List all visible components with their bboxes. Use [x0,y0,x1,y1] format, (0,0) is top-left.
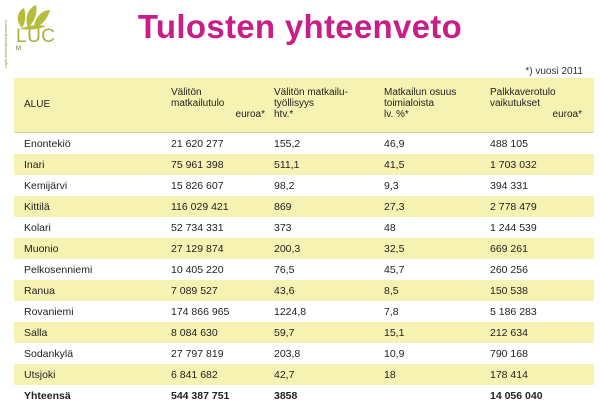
total-matkailutulo: 544 387 751 [171,389,230,402]
cell-matkailutulo: 27 129 874 [171,242,224,255]
cell-tyollisyys: 59,7 [274,326,295,339]
cell-matkailutulo: 10 405 220 [171,263,224,276]
table-body: Enontekiö 21 620 277 155,2 46,9 488 105 Inari… [14,133,594,385]
cell-alue: Kolari [24,221,51,234]
cell-tyollisyys: 42,7 [274,368,295,381]
table-row: Kolari 52 734 331 373 48 1 244 539 [14,217,594,238]
header-alue: ALUE [24,99,51,110]
cell-osuus: 15,1 [384,326,405,339]
table-row: Inari 75 961 398 511,1 41,5 1 703 032 [14,154,594,175]
logo-sub-text: M [16,46,21,52]
cell-tyollisyys: 155,2 [274,137,301,150]
cell-alue: Utsjoki [24,368,56,381]
cell-osuus: 41,5 [384,158,405,171]
table-row: Muonio 27 129 874 200,3 32,5 669 261 [14,238,594,259]
header-osuus: Matkailun osuus toimialoista lv. %* [384,87,457,120]
header-palkkaverotulo: Palkkaverotulo vaikutukset euroa* [490,87,582,120]
cell-alue: Rovaniemi [24,305,74,318]
table-row-total: Yhteensä 544 387 751 3858 14 056 040 [14,385,594,406]
cell-alue: Salla [24,326,48,339]
cell-tyollisyys: 203,8 [274,347,301,360]
cell-osuus: 7,8 [384,305,399,318]
cell-palkkaverotulo: 669 261 [490,242,528,255]
total-palkkaverotulo: 14 056 040 [490,389,543,402]
cell-palkkaverotulo: 488 105 [490,137,528,150]
cell-osuus: 8,5 [384,284,399,297]
cell-alue: Muonio [24,242,59,255]
cell-palkkaverotulo: 790 168 [490,347,528,360]
cell-tyollisyys: 76,5 [274,263,295,276]
cell-palkkaverotulo: 260 256 [490,263,528,276]
total-label: Yhteensä [24,389,71,402]
cell-tyollisyys: 869 [274,200,292,213]
table-row: Utsjoki 6 841 682 42,7 18 178 414 [14,364,594,385]
cell-palkkaverotulo: 1 703 032 [490,158,537,171]
cell-palkkaverotulo: 150 538 [490,284,528,297]
cell-osuus: 10,9 [384,347,405,360]
header-divider [14,132,594,133]
cell-tyollisyys: 511,1 [274,158,300,171]
header-matkailutulo: Välitön matkailutulo euroa* [171,87,265,120]
cell-alue: Pelkosenniemi [24,263,93,276]
cell-osuus: 27,3 [384,200,405,213]
cell-matkailutulo: 27 797 819 [171,347,224,360]
table-header: ALUE Välitön matkailutulo euroa* Välitön… [14,78,594,132]
luc-logo: Lapin korkeakoulukonserni LUC M [0,0,110,78]
table-row: Kemijärvi 15 826 607 98,2 9,3 394 331 [14,175,594,196]
table-row: Salla 8 084 630 59,7 15,1 212 634 [14,322,594,343]
table-row: Ranua 7 089 527 43,6 8,5 150 538 [14,280,594,301]
cell-osuus: 32,5 [384,242,405,255]
cell-matkailutulo: 21 620 277 [171,137,224,150]
cell-tyollisyys: 373 [274,221,292,234]
cell-osuus: 48 [384,221,396,234]
cell-palkkaverotulo: 178 414 [490,368,528,381]
table-row: Sodankylä 27 797 819 203,8 10,9 790 168 [14,343,594,364]
cell-osuus: 9,3 [384,179,399,192]
cell-tyollisyys: 200,3 [274,242,301,255]
cell-osuus: 45,7 [384,263,405,276]
leaf-icon [17,5,50,30]
cell-matkailutulo: 52 734 331 [171,221,224,234]
cell-matkailutulo: 8 084 630 [171,326,218,339]
cell-osuus: 18 [384,368,396,381]
cell-osuus: 46,9 [384,137,405,150]
cell-matkailutulo: 7 089 527 [171,284,218,297]
cell-tyollisyys: 1224,8 [274,305,307,318]
table-row: Rovaniemi 174 866 965 1224,8 7,8 5 186 283 [14,301,594,322]
year-note: *) vuosi 2011 [525,66,583,77]
cell-tyollisyys: 43,6 [274,284,295,297]
header-tyollisyys: Välitön matkailu- työllisyys htv.* [274,87,348,120]
cell-palkkaverotulo: 5 186 283 [490,305,537,318]
page-title: Tulosten yhteenveto [137,8,463,45]
logo-text: LUC [16,26,56,47]
cell-palkkaverotulo: 212 634 [490,326,528,339]
results-table: ALUE Välitön matkailutulo euroa* Välitön… [14,78,594,406]
table-row: Kittilä 116 029 421 869 27,3 2 778 479 [14,196,594,217]
cell-alue: Ranua [24,284,55,297]
cell-palkkaverotulo: 1 244 539 [490,221,537,234]
cell-matkailutulo: 174 866 965 [171,305,230,318]
cell-matkailutulo: 75 961 398 [171,158,224,171]
cell-matkailutulo: 15 826 607 [171,179,224,192]
cell-palkkaverotulo: 394 331 [490,179,528,192]
cell-alue: Enontekiö [24,137,71,150]
cell-matkailutulo: 116 029 421 [171,200,229,213]
total-tyollisyys: 3858 [274,389,298,402]
cell-alue: Kittilä [24,200,50,213]
cell-palkkaverotulo: 2 778 479 [490,200,537,213]
table-row: Pelkosenniemi 10 405 220 76,5 45,7 260 256 [14,259,594,280]
cell-alue: Kemijärvi [24,179,68,192]
cell-matkailutulo: 6 841 682 [171,368,218,381]
cell-alue: Sodankylä [24,347,74,360]
table-row: Enontekiö 21 620 277 155,2 46,9 488 105 [14,133,594,154]
cell-alue: Inari [24,158,45,171]
cell-tyollisyys: 98,2 [274,179,295,192]
